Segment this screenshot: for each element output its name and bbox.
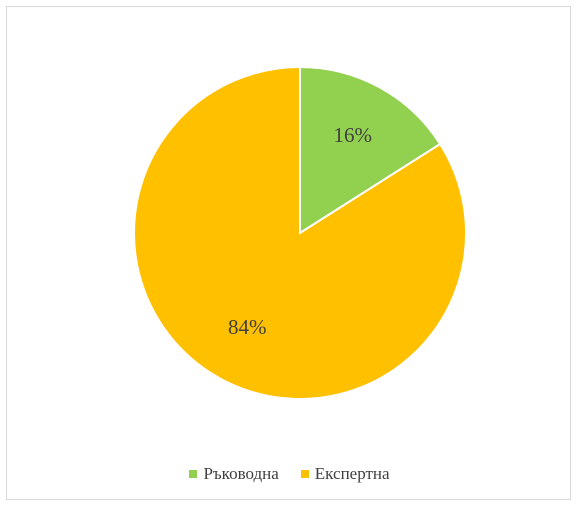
legend-swatch-rakovodna: [189, 470, 198, 478]
pie-slice-rakovodna: [299, 65, 442, 235]
data-label-ekspertna: 84%: [228, 315, 267, 339]
legend-item-rakovodna: Ръководна: [189, 464, 279, 484]
legend-label-ekspertna: Експертна: [314, 464, 390, 483]
data-label-rakovodna: 16%: [334, 123, 373, 147]
pie-slice-ekspertna: [133, 65, 467, 400]
legend-label-rakovodna: Ръководна: [203, 464, 279, 483]
legend: Ръководна Експертна: [0, 464, 579, 484]
legend-swatch-ekspertna: [300, 470, 309, 478]
legend-item-ekspertna: Експертна: [300, 464, 390, 484]
